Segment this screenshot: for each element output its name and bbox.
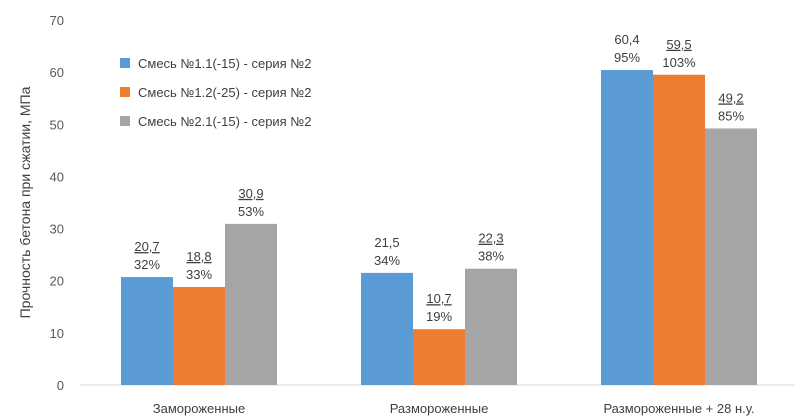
y-axis-label-group: Прочность бетона при сжатии, МПа (17, 86, 33, 318)
bar-percent-label: 33% (186, 267, 212, 282)
bar (705, 128, 757, 385)
bar (361, 272, 413, 385)
y-tick-label: 0 (57, 378, 64, 393)
bar (173, 286, 225, 385)
bar-value-label: 22,3 (478, 231, 503, 246)
x-category-label: Размороженные (390, 401, 489, 416)
category-labels-group: Замороженные Размороженные Размороженные +… (153, 401, 755, 416)
bar (653, 74, 705, 385)
bar (225, 223, 277, 385)
y-tick-label: 30 (50, 222, 64, 237)
bar (601, 70, 653, 386)
y-tick-label: 40 (50, 169, 64, 184)
bar-percent-label: 95% (614, 50, 640, 65)
bar-value-label: 30,9 (238, 186, 263, 201)
legend: Смесь №1.1(-15) - серия №2 Смесь №1.2(-25… (120, 56, 312, 129)
legend-swatch (120, 116, 130, 126)
legend-label: Смесь №1.1(-15) - серия №2 (138, 56, 312, 71)
y-axis-ticks: 0 10 20 30 40 50 60 70 (50, 13, 64, 393)
bar (121, 277, 173, 385)
bar-percent-label: 38% (478, 249, 504, 264)
legend-swatch (120, 87, 130, 97)
bar-value-label: 60,4 (614, 32, 639, 47)
legend-label: Смесь №2.1(-15) - серия №2 (138, 114, 312, 129)
bar-value-label: 49,2 (718, 90, 743, 105)
bar-value-label: 10,7 (426, 291, 451, 306)
bar-value-label: 59,5 (666, 37, 691, 52)
y-axis-label: Прочность бетона при сжатии, МПа (17, 86, 33, 318)
y-tick-label: 20 (50, 274, 64, 289)
y-tick-label: 70 (50, 13, 64, 28)
bar-value-label: 20,7 (134, 239, 159, 254)
bar-percent-label: 85% (718, 108, 744, 123)
bar-value-label: 21,5 (374, 235, 399, 250)
y-tick-label: 10 (50, 326, 64, 341)
x-category-label: Замороженные (153, 401, 245, 416)
bar-percent-label: 32% (134, 257, 160, 272)
bar (465, 268, 517, 385)
bar-percent-label: 103% (662, 55, 696, 70)
bar (413, 329, 465, 385)
bar-value-label: 18,8 (186, 249, 211, 264)
legend-label: Смесь №1.2(-25) - серия №2 (138, 85, 312, 100)
bars-group (121, 70, 757, 386)
bar-percent-label: 34% (374, 253, 400, 268)
data-labels-group: 20,7 32% 18,8 33% 30,9 53% 21,5 34% 10,7 19% 22,3 3… (134, 32, 744, 324)
y-tick-label: 50 (50, 117, 64, 132)
legend-swatch (120, 58, 130, 68)
bar-percent-label: 19% (426, 309, 452, 324)
x-category-label: Размороженные + 28 н.у. (603, 401, 754, 416)
y-tick-label: 60 (50, 65, 64, 80)
bar-percent-label: 53% (238, 204, 264, 219)
